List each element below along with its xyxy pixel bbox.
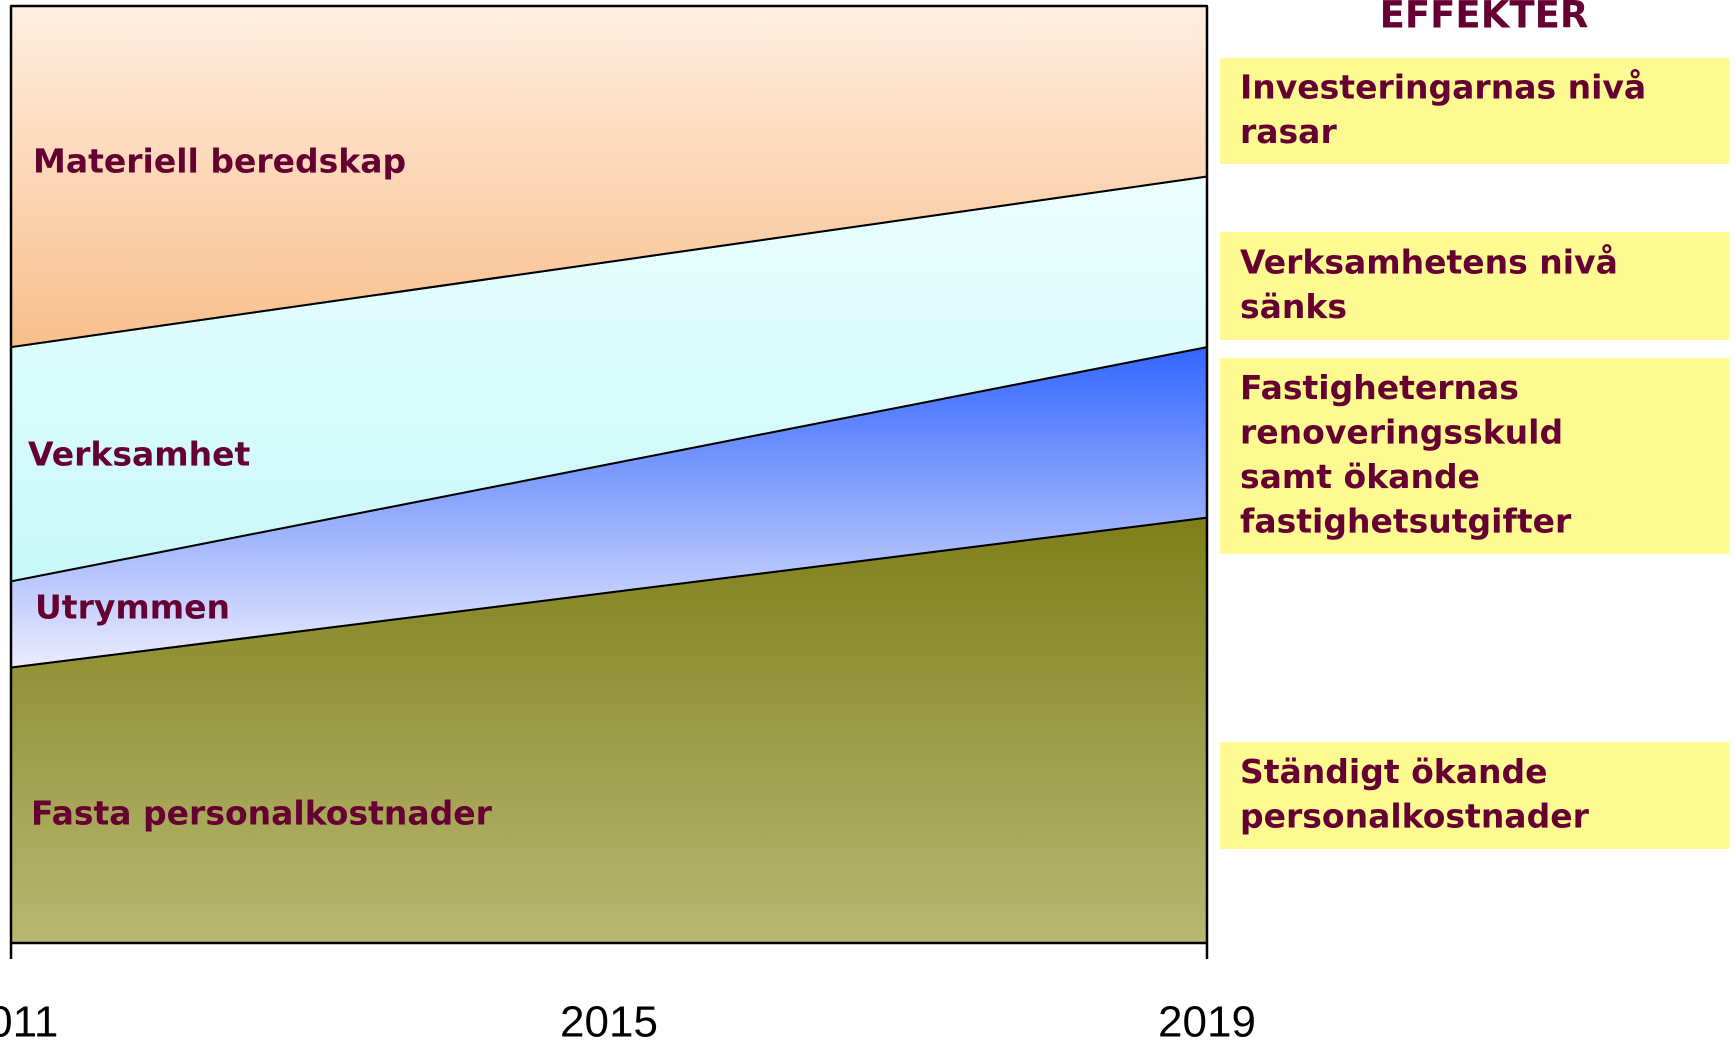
series-label: Materiell beredskap xyxy=(33,142,406,181)
x-tick-label: 2015 xyxy=(560,998,658,1047)
annotation-text: rasar xyxy=(1240,112,1337,151)
series-label: Utrymmen xyxy=(35,588,230,627)
annotation-text: Fastigheternas xyxy=(1240,368,1519,407)
series-label: Fasta personalkostnader xyxy=(31,794,493,833)
annotation-title: EFFEKTER xyxy=(1380,0,1589,37)
annotation-text: renoveringsskuld xyxy=(1240,412,1563,451)
annotation-text: Ständigt ökande xyxy=(1240,752,1548,791)
annotation-text: samt ökande xyxy=(1240,457,1480,496)
x-tick-label: 2019 xyxy=(1158,998,1256,1047)
annotation-text: fastighetsutgifter xyxy=(1240,501,1572,540)
x-tick-label: 2011 xyxy=(0,998,58,1047)
annotation-text: Verksamhetens nivå xyxy=(1240,242,1618,281)
annotation-box xyxy=(1220,58,1729,164)
annotation-box xyxy=(1220,742,1729,849)
annotation-text: Investeringarnas nivå xyxy=(1240,67,1646,106)
annotation-text: personalkostnader xyxy=(1240,796,1590,835)
annotation-text: sänks xyxy=(1240,287,1347,326)
annotation-box xyxy=(1220,232,1729,340)
series-label: Verksamhet xyxy=(28,435,251,474)
annotation-box xyxy=(1220,358,1729,554)
